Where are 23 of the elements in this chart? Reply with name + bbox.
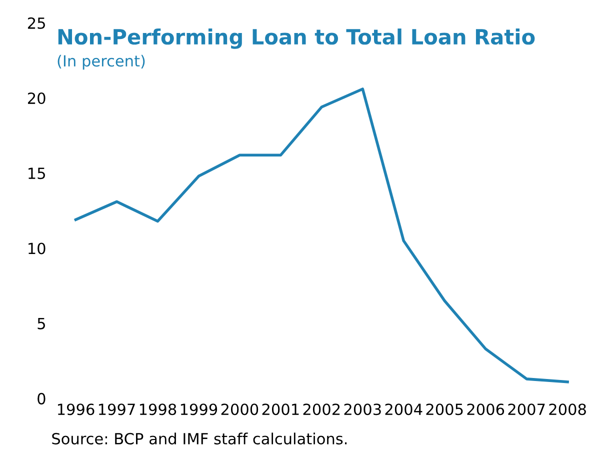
x-tick-label: 1996 (58, 404, 94, 416)
y-tick-label: 10 (28, 242, 46, 254)
chart-title: Non-Performing Loan to Total Loan Ratio (58, 28, 535, 49)
x-tick-label: 2003 (344, 404, 381, 416)
y-tick-label: 0 (38, 392, 46, 404)
x-tick-label: 2000 (221, 404, 258, 416)
x-tick-label: 2008 (549, 404, 586, 416)
x-tick-label: 1998 (140, 404, 176, 416)
x-tick-label: 2001 (262, 404, 299, 416)
x-tick-label: 2004 (385, 404, 422, 416)
x-tick-label: 2002 (303, 404, 340, 416)
x-tick-label: 2006 (467, 404, 504, 416)
y-tick-label: 20 (28, 92, 46, 104)
text: (In percent) (58, 54, 145, 70)
x-tick-label: 1997 (98, 404, 135, 416)
line-series (74, 88, 569, 384)
x-tick-label: 1999 (180, 404, 218, 416)
y-tick-label: 5 (38, 318, 45, 330)
x-tick-label: 2005 (426, 404, 463, 416)
source-note: Source: BCP and IMF staff calculations. (52, 432, 347, 444)
x-tick-label: 2007 (508, 404, 545, 416)
y-tick-label: 25 (28, 17, 45, 29)
y-tick-label: 15 (28, 168, 45, 180)
